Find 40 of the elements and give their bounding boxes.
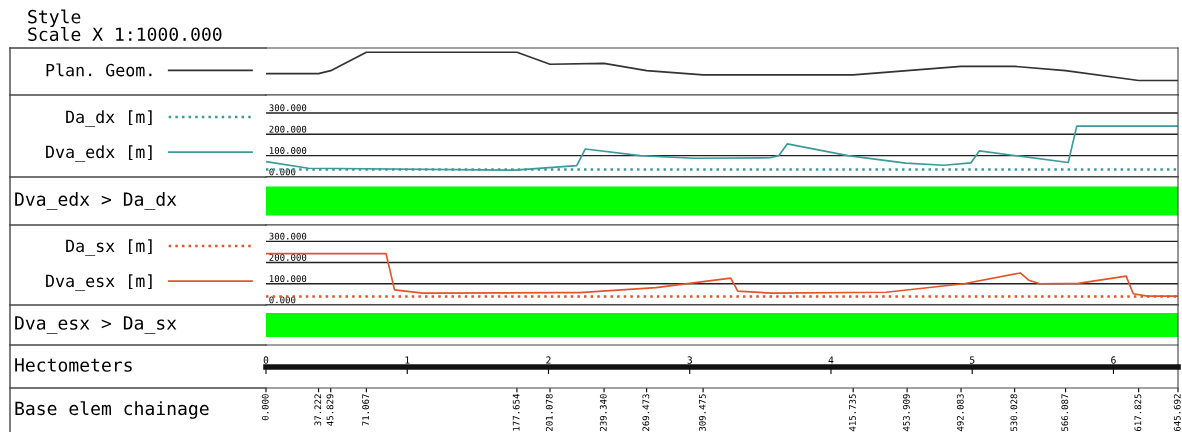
x2-tick-label: 1 (405, 356, 410, 364)
legend-label: Plan. Geom. (46, 63, 152, 77)
x-tick-label: 617.825 (1134, 394, 1142, 432)
legend-label: Da_sx [m] (66, 239, 152, 256)
x-tick-label: 453.909 (902, 394, 910, 432)
x-tick-label: 530.028 (1010, 394, 1018, 431)
x-tick-label: 177.654 (512, 393, 520, 431)
y-tick-label: 100.000 (269, 147, 307, 154)
y-tick-label: 300.000 (269, 104, 307, 112)
x-tick-label: 71.067 (362, 394, 370, 426)
x2-tick-label: 0 (263, 356, 269, 364)
y-tick-label: 100.000 (269, 275, 307, 283)
x-tick-label: 37.222 (314, 394, 322, 426)
y-tick-label: 0.000 (269, 296, 296, 304)
x2-tick-label: 6 (1111, 356, 1116, 364)
y-tick-label: 200.000 (269, 125, 307, 133)
x-tick-label: 45.829 (326, 394, 334, 426)
chart-title: Style Scale X 1:1000.000 (28, 9, 222, 42)
x2-tick-label: 4 (828, 356, 834, 364)
legend-label: Da_dx [m] (66, 110, 152, 127)
x2-axis-title: Hectometers (15, 358, 132, 372)
legend-label: Dva_esx [m] (46, 274, 152, 291)
x-tick-label: 645.692 (1173, 394, 1181, 432)
x-tick-label: 201.078 (545, 394, 553, 431)
y-axis-title: Dva_edx > Da_dx (15, 192, 177, 210)
x-tick-label: 566.087 (1061, 394, 1069, 431)
y-axis-title: Dva_esx > Da_sx (15, 316, 177, 334)
y-tick-label: 300.000 (269, 232, 307, 240)
x-tick-label: 239.340 (599, 394, 607, 431)
x2-tick-label: 5 (969, 356, 975, 364)
x-tick-label: 309.475 (698, 394, 706, 431)
y-tick-label: 0.000 (269, 168, 296, 176)
x-tick-label: 492.083 (956, 394, 964, 432)
x2-tick-label: 2 (546, 356, 551, 364)
x-tick-label: 269.473 (642, 394, 650, 431)
legend-label: Dva_edx [m] (46, 145, 152, 162)
y-tick-label: 200.000 (269, 253, 307, 261)
x2-tick-label: 3 (687, 356, 692, 364)
x-tick-label: 415.735 (849, 394, 856, 432)
x-axis-title: Base elem chainage (15, 401, 209, 419)
